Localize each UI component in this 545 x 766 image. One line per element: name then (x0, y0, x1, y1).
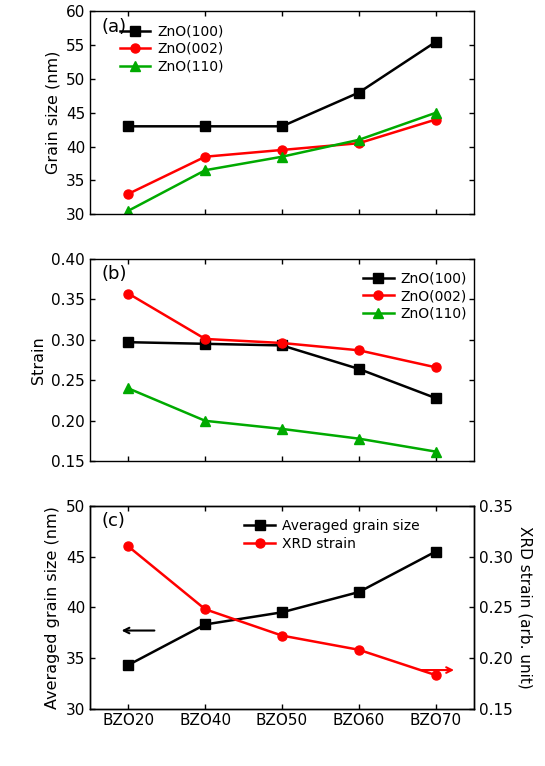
ZnO(110) (355, 136, 362, 145)
ZnO(002) (355, 139, 362, 148)
Line: ZnO(002): ZnO(002) (124, 115, 440, 198)
Averaged grain size (433, 547, 439, 556)
ZnO(110) (125, 206, 132, 215)
ZnO(100) (202, 122, 208, 131)
Legend: ZnO(100), ZnO(002), ZnO(110): ZnO(100), ZnO(002), ZnO(110) (120, 25, 224, 74)
ZnO(002) (202, 334, 208, 343)
ZnO(002) (355, 345, 362, 355)
Text: (b): (b) (101, 265, 127, 283)
Legend: ZnO(100), ZnO(002), ZnO(110): ZnO(100), ZnO(002), ZnO(110) (363, 272, 467, 321)
Line: ZnO(110): ZnO(110) (124, 384, 440, 456)
Line: ZnO(100): ZnO(100) (124, 38, 440, 131)
ZnO(110) (355, 434, 362, 444)
ZnO(002) (125, 289, 132, 298)
Line: ZnO(002): ZnO(002) (124, 289, 440, 372)
ZnO(110) (202, 416, 208, 425)
XRD strain (355, 645, 362, 654)
ZnO(100) (433, 394, 439, 403)
ZnO(002) (279, 146, 286, 155)
ZnO(110) (125, 384, 132, 393)
Averaged grain size (355, 588, 362, 597)
Averaged grain size (279, 607, 286, 617)
ZnO(110) (433, 447, 439, 457)
ZnO(110) (279, 152, 286, 162)
Averaged grain size (125, 660, 132, 669)
ZnO(002) (202, 152, 208, 162)
XRD strain (433, 670, 439, 679)
Line: XRD strain: XRD strain (124, 542, 440, 679)
ZnO(100) (125, 122, 132, 131)
Line: ZnO(100): ZnO(100) (124, 338, 440, 403)
XRD strain (125, 542, 132, 551)
Averaged grain size (202, 620, 208, 629)
Legend: Averaged grain size, XRD strain: Averaged grain size, XRD strain (244, 519, 420, 551)
XRD strain (202, 604, 208, 614)
ZnO(002) (125, 189, 132, 198)
Text: (a): (a) (101, 18, 126, 35)
ZnO(002) (433, 363, 439, 372)
Y-axis label: Averaged grain size (nm): Averaged grain size (nm) (45, 506, 60, 709)
ZnO(100) (355, 88, 362, 97)
Y-axis label: Grain size (nm): Grain size (nm) (45, 51, 60, 175)
Y-axis label: Strain: Strain (31, 336, 46, 384)
ZnO(110) (279, 424, 286, 434)
Line: Averaged grain size: Averaged grain size (124, 547, 440, 669)
ZnO(002) (433, 115, 439, 124)
ZnO(100) (125, 338, 132, 347)
ZnO(100) (202, 339, 208, 349)
ZnO(100) (433, 38, 439, 47)
Text: (c): (c) (101, 512, 125, 530)
Y-axis label: XRD strain (arb. unit): XRD strain (arb. unit) (517, 525, 532, 689)
ZnO(100) (279, 122, 286, 131)
ZnO(110) (202, 165, 208, 175)
ZnO(100) (355, 365, 362, 374)
Line: ZnO(110): ZnO(110) (124, 108, 440, 215)
ZnO(002) (279, 339, 286, 348)
XRD strain (279, 631, 286, 640)
ZnO(100) (279, 341, 286, 350)
ZnO(110) (433, 108, 439, 117)
